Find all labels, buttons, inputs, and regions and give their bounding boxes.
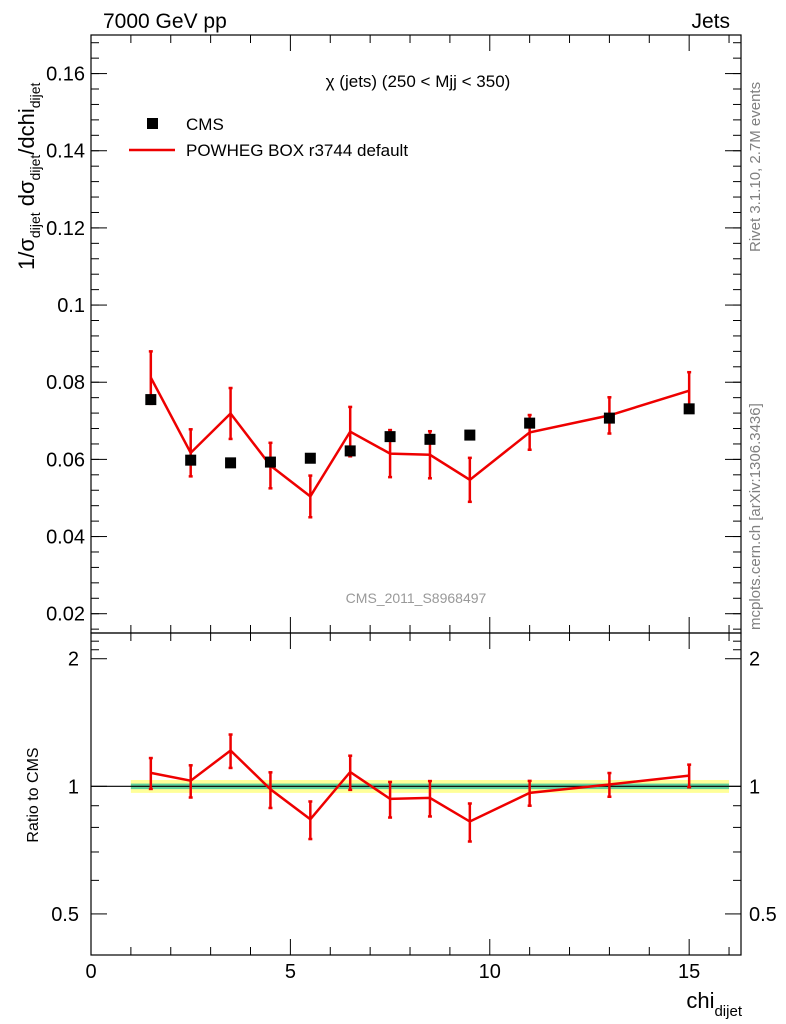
xlabel-sub: dijet [714,1003,742,1020]
xlabel: chidijet [686,988,742,1020]
legend-label-cms: CMS [186,115,224,134]
ratio-xtick-label: 15 [678,961,700,983]
ratio-ytick-label-right: 0.5 [749,904,777,926]
cms-data-point [464,429,476,441]
cms-data-point [304,452,316,464]
ratio-line [150,748,690,823]
cms-data-point [384,431,396,443]
legend: CMS POWHEG BOX r3744 default [129,115,408,160]
ratio-ytick-label-right: 2 [749,649,760,671]
ratio-xtick-label: 5 [285,961,296,983]
powheg-line [149,377,690,499]
rivet-label: Rivet 3.1.10, 2.7M events [747,82,764,252]
ratio-xtick-label: 0 [85,961,96,983]
ratio-ytick-label-right: 1 [749,776,760,798]
main-ytick-label: 0.08 [46,372,85,394]
main-ytick-label: 0.14 [46,141,85,163]
ylabel-part-1: 1/σ [14,238,39,270]
ratio-ytick-label: 0.5 [51,904,79,926]
cms-data-point [225,457,237,469]
main-ytick-label: 0.02 [46,604,85,626]
xlabel-main: chi [686,988,714,1013]
ylabel-part-2: dσ [14,180,39,212]
cms-data-point [145,394,157,406]
ratio-xtick-label: 10 [479,961,501,983]
ratio-frame [90,632,742,956]
watermark: CMS_2011_S8968497 [346,590,487,606]
cms-data-point [344,445,356,457]
cms-data-point [683,403,695,415]
main-marks [145,350,695,519]
main-ytick-label: 0.04 [46,527,85,549]
ylabel-sub-1: dijet [27,212,43,238]
ylabel-sub-3: dijet [27,82,43,108]
header-right: Jets [691,10,730,33]
legend-marker-cms [147,118,158,129]
cms-data-point [603,412,615,424]
ratio-ticks: 0 5 10 15 0.5 0.5 1 1 2 2 [51,633,777,983]
cms-data-point [185,454,197,466]
mcplots-label: mcplots.cern.ch [arXiv:1306.3436] [747,403,764,630]
main-ytick-label: 0.16 [46,64,85,86]
main-ytick-label: 0.06 [46,449,85,471]
cms-data-point [424,433,436,445]
main-ytick-label: 0.12 [46,218,85,240]
ratio-ylabel: Ratio to CMS [25,747,42,842]
main-ticks: 0.02 0.04 0.06 0.08 0.1 0.12 0.14 0.16 [46,35,741,633]
chart-title: χ (jets) (250 < Mjj < 350) [326,72,511,91]
main-ytick-label: 0.1 [57,295,85,317]
main-ylabel: 1/σdijet dσdijet/dchidijet [14,82,43,270]
cms-data-point [264,456,276,468]
ylabel-sub-2: dijet [27,155,43,181]
cms-data-point [524,417,536,429]
legend-label-powheg: POWHEG BOX r3744 default [186,141,408,160]
header-left: 7000 GeV pp [103,10,227,33]
ratio-marks [91,733,741,843]
ratio-ytick-label: 1 [68,776,79,798]
ratio-ytick-label: 2 [68,649,79,671]
ylabel-part-3: /dchi [14,108,39,154]
